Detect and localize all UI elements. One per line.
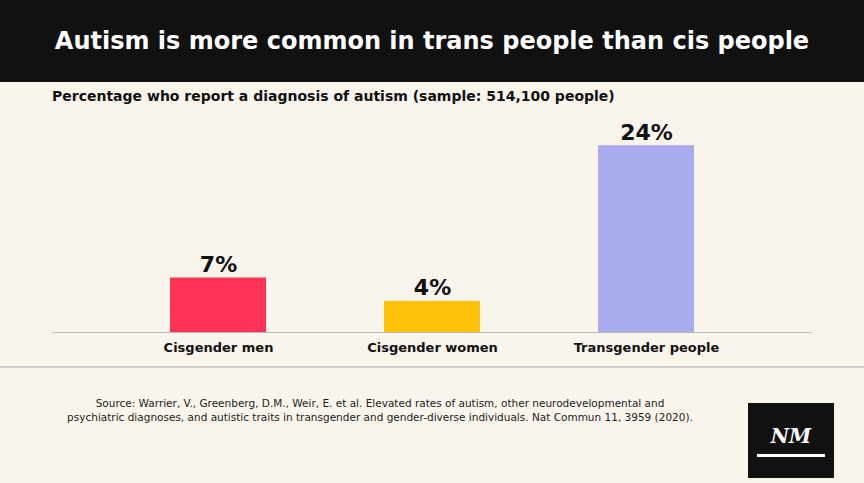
- svg-text:7%: 7%: [200, 252, 237, 277]
- svg-text:Cisgender women: Cisgender women: [367, 340, 498, 355]
- svg-text:4%: 4%: [414, 275, 451, 300]
- svg-text:24%: 24%: [620, 120, 673, 145]
- html-text:Percentage who report a diagno: Percentage who report a diagnosis of aut…: [52, 88, 615, 104]
- html-text:Autism is more common in trans: Autism is more common in trans people th…: [54, 27, 810, 55]
- html-text:Source: Warrier, V., Greenberg: Source: Warrier, V., Greenberg, D.M., We…: [95, 397, 665, 409]
- html-text:psychiatric diagnoses, and aut: psychiatric diagnoses, and autistic trai…: [67, 411, 693, 424]
- svg-text:Transgender people: Transgender people: [574, 340, 720, 355]
- svg-text:Cisgender men: Cisgender men: [164, 340, 274, 355]
- html-text:NM: NM: [770, 424, 812, 448]
